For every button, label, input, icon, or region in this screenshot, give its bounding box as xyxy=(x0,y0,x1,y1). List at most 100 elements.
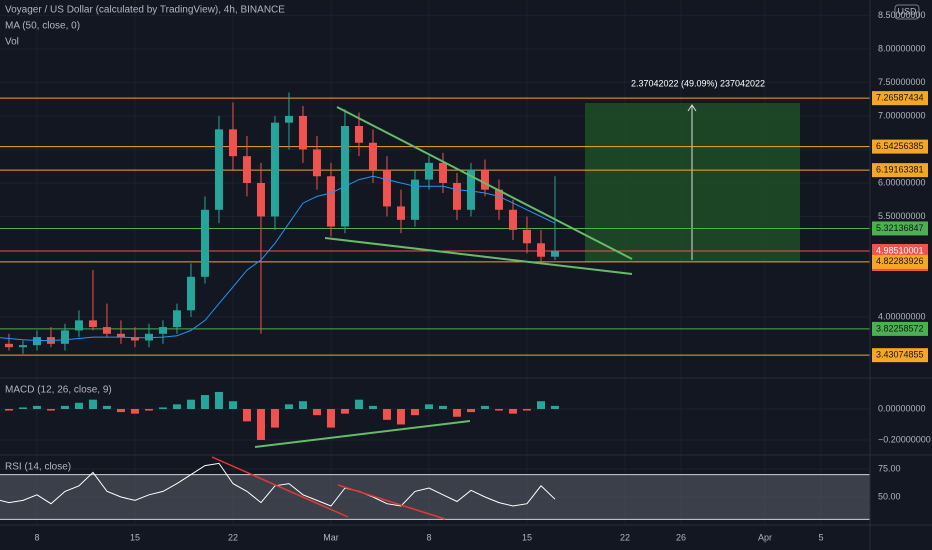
level-label: 4.98510001 xyxy=(876,245,924,255)
candle-body xyxy=(298,115,307,150)
level-label: 4.82283926 xyxy=(876,256,924,266)
macd-bar xyxy=(102,405,111,409)
macd-bar xyxy=(536,401,545,409)
candle-body xyxy=(158,327,167,334)
candle-body xyxy=(242,156,251,183)
trend-line xyxy=(324,237,633,275)
macd-bar xyxy=(186,399,195,409)
level-label: 3.82258572 xyxy=(876,323,924,333)
macd-bar xyxy=(158,407,167,409)
level-label-box xyxy=(872,243,928,258)
trend-line xyxy=(336,106,633,260)
macd-bar xyxy=(326,408,335,428)
candle-body xyxy=(424,162,433,180)
candle-body xyxy=(60,330,69,344)
y-tick-label: 0.00000000 xyxy=(878,403,926,413)
trend-line xyxy=(254,420,471,448)
level-label: 6.54256385 xyxy=(876,141,924,151)
candle-body xyxy=(88,320,97,328)
macd-bar xyxy=(18,407,27,409)
currency-badge[interactable] xyxy=(894,4,920,20)
macd-bar xyxy=(214,391,223,409)
candle-body xyxy=(144,333,153,341)
level-label-box xyxy=(872,221,928,236)
candle-body xyxy=(228,129,237,157)
chart-title: Voyager / US Dollar (calculated by Tradi… xyxy=(5,4,285,15)
macd-bar xyxy=(550,405,559,409)
macd-bar xyxy=(312,408,321,416)
y-tick-label: 4.00000000 xyxy=(878,311,926,321)
macd-bar xyxy=(452,408,461,417)
candle-body xyxy=(172,310,181,328)
macd-bar xyxy=(4,408,13,411)
y-tick-label: 75.00 xyxy=(878,463,901,473)
x-tick-label: 8 xyxy=(426,532,431,542)
candle-body xyxy=(480,169,489,190)
candle-body xyxy=(102,327,111,334)
candle-body xyxy=(368,142,377,170)
macd-bar xyxy=(480,405,489,409)
y-tick-label: 6.00000000 xyxy=(878,177,926,187)
rsi-band xyxy=(0,474,870,520)
candle-body xyxy=(32,337,41,346)
candle-body xyxy=(466,169,475,210)
candle-body xyxy=(270,122,279,217)
drawings xyxy=(211,106,633,520)
macd-bar xyxy=(410,408,419,416)
macd-bar xyxy=(270,408,279,428)
level-label-box xyxy=(872,163,928,178)
x-tick-label: Mar xyxy=(323,532,339,542)
candle-body xyxy=(354,126,363,143)
macd-bar xyxy=(354,399,363,409)
candle-body xyxy=(410,179,419,220)
macd-bar xyxy=(88,399,97,409)
indicator-title: MACD (12, 26, close, 9) xyxy=(5,384,112,395)
x-tick-label: 5 xyxy=(818,532,823,542)
x-tick-label: 22 xyxy=(620,532,630,542)
y-tick-label: 8.00000000 xyxy=(878,43,926,53)
indicator-title: MA (50, close, 0) xyxy=(5,20,80,31)
macd-bar xyxy=(130,408,139,414)
candle-body xyxy=(438,162,447,183)
candle-body xyxy=(340,126,349,227)
level-label-box xyxy=(872,91,928,106)
macd-bar xyxy=(144,408,153,411)
y-tick-label: 5.50000000 xyxy=(878,211,926,221)
macd-bar xyxy=(32,405,41,409)
macd-bar xyxy=(284,404,293,409)
candle-body xyxy=(522,229,531,244)
macd-bar xyxy=(508,408,517,414)
level-label-box xyxy=(872,139,928,154)
position-arrow-head xyxy=(687,104,697,112)
candle-body xyxy=(382,169,391,207)
y-tick-label: 7.00000000 xyxy=(878,110,926,120)
macd-bar xyxy=(298,401,307,409)
x-tick-label: 8 xyxy=(34,532,39,542)
macd-bar xyxy=(228,401,237,409)
candle-body xyxy=(396,206,405,220)
macd-bar xyxy=(424,404,433,409)
macd-bar xyxy=(522,408,531,411)
candle-body xyxy=(508,209,517,230)
indicator-title: RSI (14, close) xyxy=(5,461,71,472)
candle-body xyxy=(200,209,209,277)
level-label-box xyxy=(872,348,928,363)
candle-body xyxy=(4,343,13,348)
currency-label[interactable]: USD xyxy=(897,6,917,16)
level-label: 6.19163381 xyxy=(876,164,924,174)
macd-bar xyxy=(340,408,349,414)
indicator-title: Vol xyxy=(5,36,19,47)
candle-body xyxy=(130,337,139,341)
macd-bar xyxy=(200,395,209,409)
y-tick-label: −0.20000000 xyxy=(878,434,931,444)
macd-bar xyxy=(494,408,503,411)
macd-bar xyxy=(242,408,251,422)
level-label: 7.26587434 xyxy=(876,93,924,103)
macd-bar xyxy=(60,405,69,409)
y-tick-label: 7.50000000 xyxy=(878,77,926,87)
x-tick-label: Apr xyxy=(758,532,772,542)
x-tick-label: 22 xyxy=(228,532,238,542)
